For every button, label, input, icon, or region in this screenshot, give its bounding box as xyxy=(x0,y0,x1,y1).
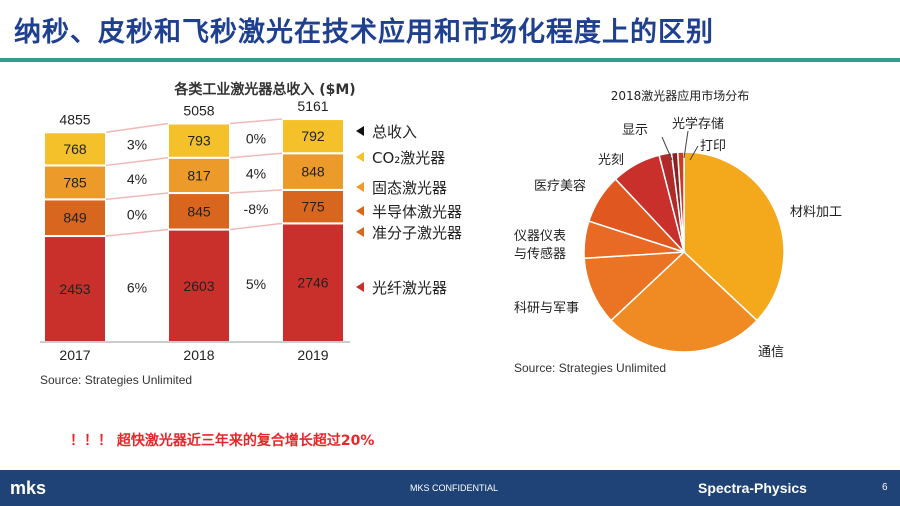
bar-value-label: 817 xyxy=(187,167,211,183)
legend-label: 半导体激光器 xyxy=(372,203,462,221)
mks-logo: mks xyxy=(10,478,47,498)
bar-segment-2018-3 xyxy=(167,122,231,159)
pie-slice-0 xyxy=(683,151,785,322)
legend-label: CO₂激光器 xyxy=(372,149,445,167)
growth-rate-label: -8% xyxy=(244,201,269,217)
growth-rate-label: 3% xyxy=(127,137,147,153)
growth-connector xyxy=(105,157,169,167)
bar-chart-title: 各类工业激光器总收入 ($M) xyxy=(173,81,355,98)
pie-slice-label: 材料加工 xyxy=(790,205,842,220)
bar-source: Source: Strategies Unlimited xyxy=(40,373,192,387)
pie-slice-label: 仪器仪表与传感器 xyxy=(514,229,566,262)
pie-slice-label: 通信 xyxy=(758,345,784,360)
bar-segment-2019-1 xyxy=(281,188,345,225)
pie-slice-label: 光刻 xyxy=(598,153,624,168)
growth-connector xyxy=(105,192,169,201)
growth-rate-label: 5% xyxy=(246,276,266,292)
growth-rate-label: 6% xyxy=(127,279,147,295)
legend-marker xyxy=(356,126,364,136)
legend-label: 固态激光器 xyxy=(372,179,447,197)
pie-slice-label: 医疗美容 xyxy=(534,178,586,194)
bar-segment-2017-2 xyxy=(43,164,107,201)
pie-slice-label: 显示 xyxy=(622,123,648,138)
pie-slice-2 xyxy=(583,251,687,322)
bar-value-label: 792 xyxy=(301,128,325,144)
growth-connector xyxy=(229,118,283,125)
bar-value-label: 785 xyxy=(63,174,87,190)
bar-segment-2017-0 xyxy=(43,235,107,343)
legend-label: 总收入 xyxy=(372,123,417,141)
growth-connector xyxy=(105,228,169,237)
bar-segment-2018-2 xyxy=(167,156,231,195)
pie-slice-label: 科研与军事 xyxy=(514,301,579,316)
pie-slice-label: 打印 xyxy=(700,139,726,154)
growth-connector xyxy=(229,189,283,194)
bar-segment-2019-3 xyxy=(281,118,345,155)
legend-marker xyxy=(356,227,364,237)
growth-rate-label: 4% xyxy=(127,171,147,187)
legend-marker xyxy=(356,182,364,192)
pie-slice-1 xyxy=(610,250,758,353)
pie-leader-line xyxy=(683,130,689,159)
bar-value-label: 848 xyxy=(301,164,325,180)
growth-rate-label: 0% xyxy=(127,206,147,222)
growth-connector xyxy=(229,222,283,231)
growth-note: ！！！ 超快激光器近三年来的复合增长超过20% xyxy=(70,433,375,449)
bar-segment-2019-0 xyxy=(281,222,345,343)
legend-label: 光纤激光器 xyxy=(372,279,447,297)
confidential-label: MKS CONFIDENTIAL xyxy=(410,483,499,493)
bar-value-label: 845 xyxy=(187,203,211,219)
legend-marker xyxy=(356,206,364,216)
slide-title: 纳秒、皮秒和飞秒激光在技术应用和市场化程度上的区别 xyxy=(14,17,714,48)
legend-marker xyxy=(356,282,364,292)
bar-segment-2017-1 xyxy=(43,198,107,238)
bar-segment-2017-3 xyxy=(43,131,107,167)
x-tick-label: 2018 xyxy=(183,347,214,363)
spectra-physics-logo: Spectra-Physics xyxy=(698,480,807,496)
charts-canvas: 各类工业激光器总收入 ($M) 2453 849 785 768 4855 2017 2603… xyxy=(40,81,842,387)
pie-slice-label: 光学存储 xyxy=(672,116,724,132)
bar-value-label: 849 xyxy=(63,210,87,226)
pie-leader-line xyxy=(661,136,673,161)
page-number: 6 xyxy=(882,482,888,493)
growth-rate-label: 0% xyxy=(246,130,266,146)
bar-value-label: 2603 xyxy=(183,278,214,294)
title-divider xyxy=(0,58,900,62)
pie-source: Source: Strategies Unlimited xyxy=(514,361,666,375)
bar-total-label: 4855 xyxy=(59,111,90,127)
bar-total-label: 5058 xyxy=(183,102,214,118)
x-tick-label: 2019 xyxy=(297,347,328,363)
pie-chart-title: 2018激光器应用市场分布 xyxy=(611,88,750,103)
bar-value-label: 2453 xyxy=(59,281,90,297)
growth-connector xyxy=(229,152,283,159)
bar-total-label: 5161 xyxy=(297,98,328,114)
pie-slice-8 xyxy=(676,151,685,253)
bar-value-label: 768 xyxy=(63,141,87,157)
pie-leader-line xyxy=(689,145,699,161)
x-tick-label: 2017 xyxy=(59,347,90,363)
growth-connector xyxy=(105,122,169,134)
legend-label: 准分子激光器 xyxy=(372,224,462,242)
bar-value-label: 775 xyxy=(301,199,325,215)
footer-bar: mks MKS CONFIDENTIAL Spectra-Physics 6 xyxy=(0,470,900,506)
bar-value-label: 793 xyxy=(187,133,211,149)
bar-value-label: 2746 xyxy=(297,275,328,291)
legend-marker xyxy=(356,152,364,162)
growth-rate-label: 4% xyxy=(246,165,266,181)
